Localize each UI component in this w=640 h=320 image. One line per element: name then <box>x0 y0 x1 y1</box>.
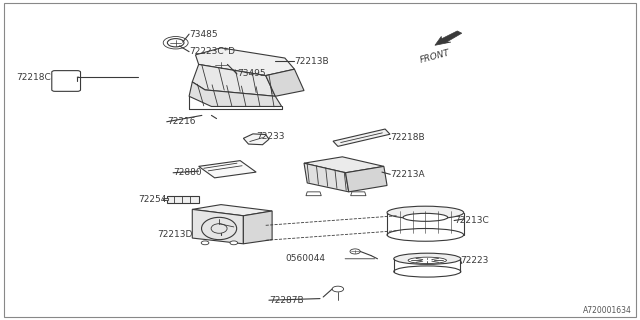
Circle shape <box>201 241 209 245</box>
Circle shape <box>332 286 344 292</box>
Polygon shape <box>189 82 282 107</box>
Text: 72213B: 72213B <box>294 57 329 66</box>
Polygon shape <box>192 204 272 216</box>
Circle shape <box>350 249 360 254</box>
Polygon shape <box>243 211 272 244</box>
Circle shape <box>230 241 237 245</box>
Text: 72223C*D: 72223C*D <box>189 47 235 56</box>
Text: 72213A: 72213A <box>390 170 425 179</box>
Polygon shape <box>192 64 275 96</box>
Text: 73495: 73495 <box>237 69 266 78</box>
Text: 72287B: 72287B <box>269 296 303 305</box>
Polygon shape <box>346 166 387 192</box>
Text: 72213D: 72213D <box>157 230 193 239</box>
Text: 0560044: 0560044 <box>285 254 325 263</box>
Text: 72233: 72233 <box>256 132 285 140</box>
Text: 72254: 72254 <box>138 195 166 204</box>
Circle shape <box>168 39 184 47</box>
Ellipse shape <box>408 257 447 264</box>
Text: 72223: 72223 <box>461 256 489 265</box>
Polygon shape <box>304 163 349 192</box>
Text: 73485: 73485 <box>189 30 218 39</box>
Polygon shape <box>243 134 269 145</box>
Ellipse shape <box>387 206 464 219</box>
Text: A720001634: A720001634 <box>583 307 632 316</box>
Text: FRONT: FRONT <box>419 48 451 65</box>
Polygon shape <box>198 161 256 178</box>
Text: 72218C: 72218C <box>17 73 51 82</box>
Ellipse shape <box>394 253 461 264</box>
Polygon shape <box>333 129 390 146</box>
Polygon shape <box>304 157 384 173</box>
Polygon shape <box>266 69 304 96</box>
Text: 72213C: 72213C <box>454 216 489 225</box>
Ellipse shape <box>403 213 448 221</box>
Polygon shape <box>192 209 243 244</box>
Text: 72880: 72880 <box>173 168 202 177</box>
Polygon shape <box>435 31 462 45</box>
Circle shape <box>212 61 229 69</box>
Polygon shape <box>163 197 168 200</box>
Text: 72216: 72216 <box>167 117 195 126</box>
Polygon shape <box>167 196 198 203</box>
Text: 72218B: 72218B <box>390 133 425 142</box>
Polygon shape <box>195 48 294 76</box>
